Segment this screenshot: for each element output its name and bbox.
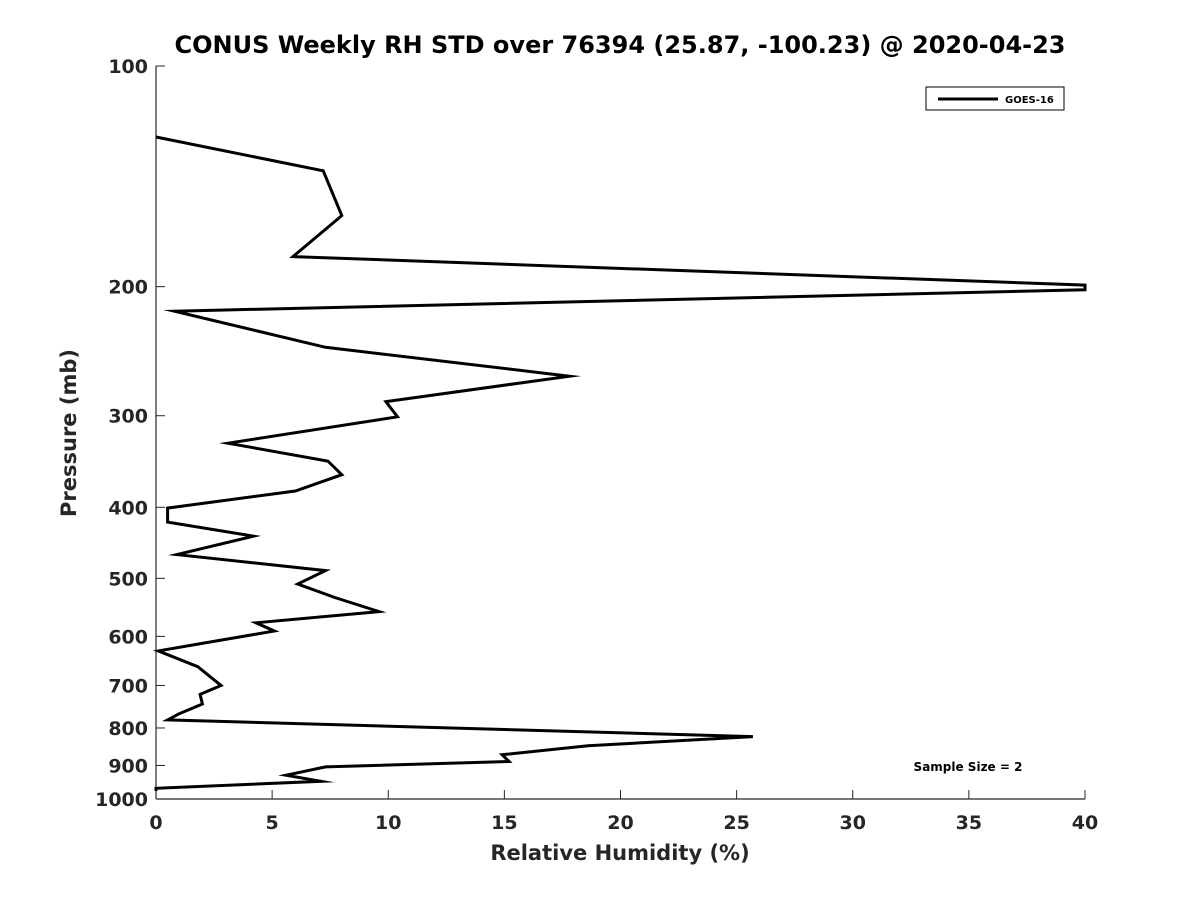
- y-axis-label: Pressure (mb): [57, 349, 81, 517]
- x-tick-label: 40: [1072, 812, 1098, 834]
- y-tick-label: 1000: [95, 789, 148, 811]
- x-tick-label: 35: [956, 812, 982, 834]
- y-tick-label: 900: [108, 755, 148, 777]
- y-tick-label: 300: [108, 406, 148, 428]
- x-tick-label: 0: [149, 812, 162, 834]
- x-tick-label: 20: [607, 812, 633, 834]
- x-tick-label: 15: [491, 812, 517, 834]
- y-tick-label: 500: [108, 568, 148, 590]
- y-tick-label: 100: [108, 56, 148, 78]
- y-tick-label: 800: [108, 718, 148, 740]
- y-tick-label: 400: [108, 497, 148, 519]
- chart-title: CONUS Weekly RH STD over 76394 (25.87, -…: [174, 31, 1065, 59]
- x-tick-label: 30: [840, 812, 866, 834]
- sample-size-annotation: Sample Size = 2: [914, 760, 1023, 774]
- axes: 0 5 10 15 20 25 30 35 40 100 200 300 400 500 600 700 800…: [95, 56, 1098, 834]
- y-tick-label: 700: [108, 675, 148, 697]
- x-axis-label: Relative Humidity (%): [490, 841, 749, 865]
- legend-label-goes-16: GOES-16: [1005, 95, 1054, 106]
- legend: GOES-16: [925, 86, 1065, 111]
- x-tick-label: 5: [266, 812, 279, 834]
- y-tick-label: 600: [108, 626, 148, 648]
- x-tick-label: 25: [723, 812, 749, 834]
- series-layer: [152, 135, 1087, 791]
- y-tick-label: 200: [108, 277, 148, 299]
- x-tick-label: 10: [375, 812, 401, 834]
- series-line-goes-16: [152, 135, 1087, 791]
